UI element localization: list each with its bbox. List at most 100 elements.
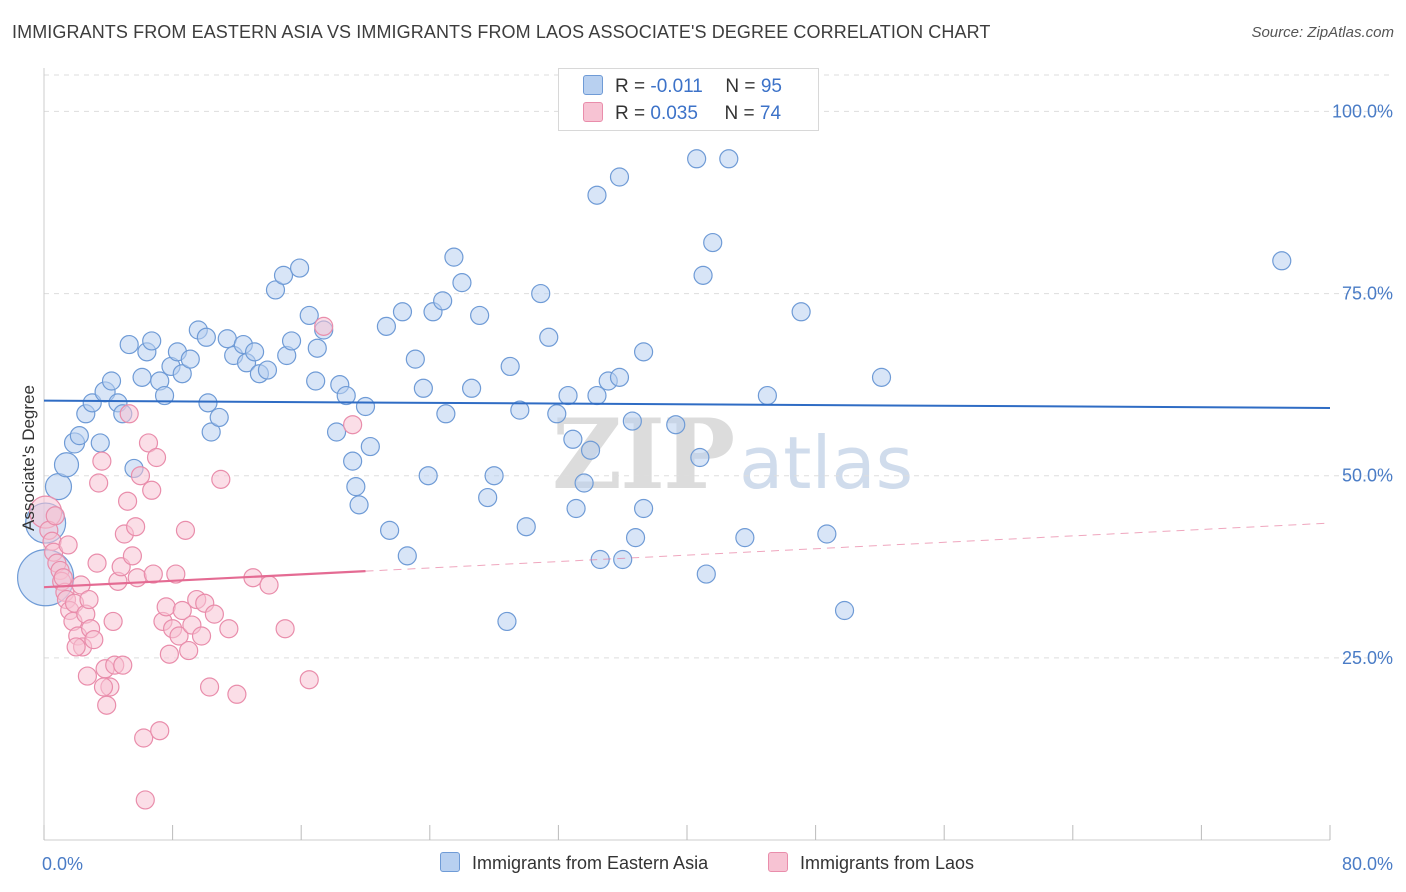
point-eastern-asia (1272, 251, 1292, 271)
point-eastern-asia (531, 283, 551, 304)
point-laos (77, 666, 98, 686)
legend-n-label: N = (724, 103, 755, 124)
correlation-legend: R = -0.011 N = 95 R = 0.035 N = 74 (558, 68, 819, 131)
legend-r-label: R = (615, 76, 646, 97)
point-laos (92, 451, 112, 471)
point-eastern-asia (696, 564, 716, 584)
point-eastern-asia (209, 407, 229, 428)
point-eastern-asia (461, 378, 482, 398)
chart-title: IMMIGRANTS FROM EASTERN ASIA VS IMMIGRAN… (12, 22, 991, 42)
point-laos (175, 520, 196, 540)
point-laos (53, 568, 73, 588)
point-laos (142, 480, 162, 500)
point-eastern-asia (289, 258, 310, 278)
point-eastern-asia (257, 360, 278, 380)
point-eastern-asia (693, 265, 713, 285)
point-eastern-asia (539, 327, 559, 347)
point-laos (84, 630, 104, 650)
point-laos (113, 655, 133, 675)
point-eastern-asia (633, 498, 654, 519)
point-eastern-asia (132, 367, 152, 387)
legend-row-eastern-asia: R = -0.011 N = 95 (583, 75, 782, 101)
legend-swatch-blue (583, 75, 603, 95)
point-laos (146, 447, 167, 468)
point-laos (143, 564, 163, 584)
x-tick-label: 0.0% (42, 854, 83, 874)
legend-r-label: R = (615, 103, 646, 124)
point-eastern-asia (392, 302, 413, 322)
point-laos (219, 619, 239, 639)
point-eastern-asia (547, 404, 567, 424)
point-eastern-asia (198, 393, 218, 413)
point-laos (169, 626, 189, 646)
point-eastern-asia (433, 291, 453, 311)
trend-line-laos-solid (43, 570, 366, 589)
point-eastern-asia (180, 349, 200, 369)
point-eastern-asia (142, 331, 162, 351)
point-laos (122, 546, 143, 566)
point-eastern-asia (343, 451, 363, 471)
point-eastern-asia (172, 364, 192, 384)
point-laos (138, 433, 159, 453)
point-eastern-asia (376, 316, 396, 336)
point-eastern-asia (355, 396, 376, 417)
bottom-legend-swatch-pink (768, 852, 788, 872)
point-laos (79, 589, 99, 610)
point-eastern-asia (470, 305, 490, 326)
point-eastern-asia (510, 400, 530, 420)
point-laos (343, 415, 363, 435)
point-eastern-asia (397, 546, 417, 566)
point-eastern-asia (436, 404, 456, 424)
point-laos (130, 466, 151, 486)
point-eastern-asia (346, 477, 366, 497)
point-eastern-asia (719, 149, 739, 169)
point-laos (204, 604, 224, 624)
point-eastern-asia (690, 447, 710, 468)
point-laos (199, 677, 220, 697)
point-laos (87, 553, 107, 573)
point-eastern-asia (587, 385, 607, 406)
point-eastern-asia (265, 280, 286, 300)
point-eastern-asia (299, 305, 319, 326)
point-laos (150, 721, 170, 741)
point-laos (119, 404, 139, 424)
point-laos (93, 677, 114, 697)
legend-r-value: -0.011 (650, 76, 703, 97)
point-eastern-asia (516, 517, 536, 537)
source-label: Source: ZipAtlas.com (1251, 24, 1394, 41)
point-eastern-asia (90, 433, 110, 453)
point-eastern-asia (53, 452, 80, 478)
point-eastern-asia (349, 495, 369, 515)
point-eastern-asia (580, 440, 601, 460)
point-eastern-asia (757, 385, 777, 406)
point-eastern-asia (360, 436, 380, 457)
point-eastern-asia (703, 232, 723, 253)
point-laos (117, 491, 138, 511)
point-laos (58, 535, 78, 555)
legend-n-value: 74 (759, 103, 782, 124)
point-eastern-asia (817, 524, 837, 544)
point-eastern-asia (478, 487, 498, 508)
point-eastern-asia (306, 371, 326, 391)
bottom-legend-laos: Immigrants from Laos (768, 852, 974, 876)
point-eastern-asia (574, 473, 594, 493)
point-laos (227, 684, 247, 704)
x-tick-label: 80.0% (1342, 854, 1393, 874)
point-laos (103, 611, 123, 632)
point-laos (127, 568, 147, 588)
point-eastern-asia (563, 429, 583, 449)
point-eastern-asia (871, 367, 892, 387)
point-laos (314, 316, 334, 336)
point-eastern-asia (244, 342, 265, 362)
point-eastern-asia (405, 349, 425, 369)
point-eastern-asia (307, 338, 327, 358)
point-eastern-asia (834, 600, 855, 621)
point-eastern-asia (791, 302, 811, 322)
point-eastern-asia (735, 528, 755, 548)
point-eastern-asia (587, 185, 607, 205)
point-eastern-asia (413, 378, 433, 398)
point-eastern-asia (566, 498, 586, 519)
point-eastern-asia (418, 466, 438, 486)
legend-n-value: 95 (760, 76, 782, 97)
point-laos (191, 626, 212, 646)
